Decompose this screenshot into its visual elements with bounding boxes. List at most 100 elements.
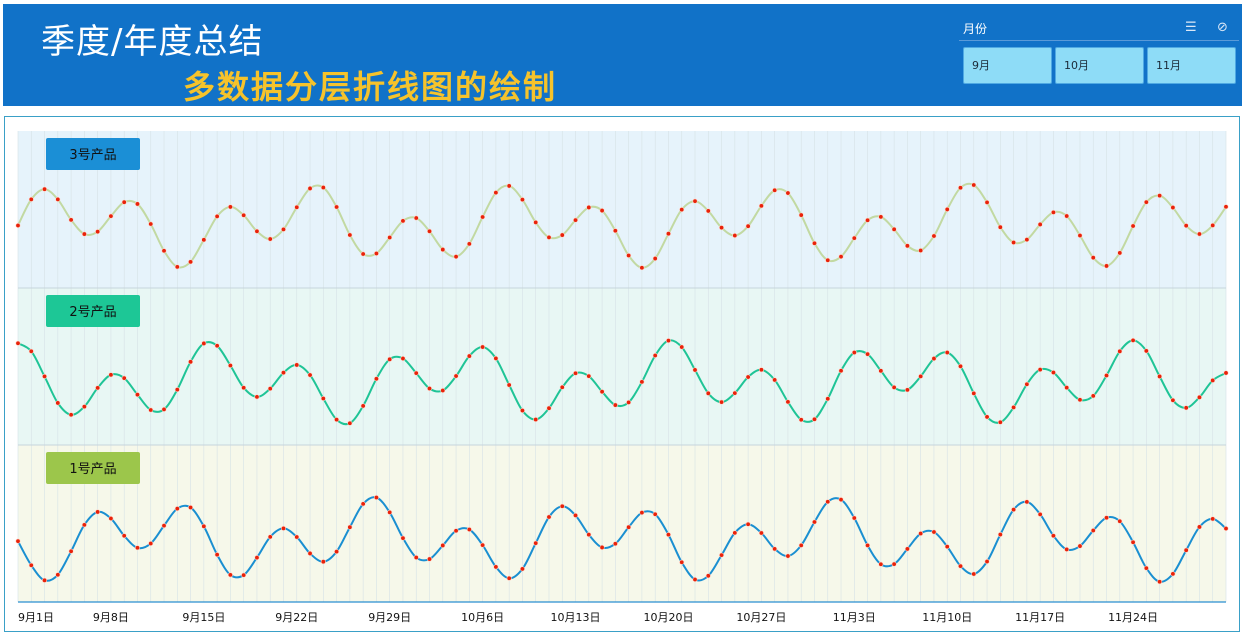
data-point [865, 542, 871, 548]
data-point [811, 416, 817, 422]
data-point [798, 212, 804, 218]
data-point [440, 542, 446, 548]
data-point [400, 535, 406, 541]
panel-band [18, 445, 1226, 602]
data-point [254, 394, 260, 400]
data-point [639, 379, 645, 385]
data-point [891, 561, 897, 567]
data-point [958, 363, 964, 369]
data-point [108, 515, 114, 521]
data-point [599, 544, 605, 550]
data-point [811, 519, 817, 525]
slicer-option-sep[interactable]: 9月 [963, 47, 1052, 84]
data-point [373, 495, 379, 501]
slicer-option-nov[interactable]: 11月 [1147, 47, 1236, 84]
data-point [148, 541, 154, 547]
panel-label-box [46, 138, 140, 170]
data-point [1050, 209, 1056, 215]
data-point [373, 250, 379, 256]
page-subtitle: 多数据分层折线图的绘制 [183, 68, 558, 106]
data-point [745, 374, 751, 380]
data-point [480, 214, 486, 220]
chart-plot: 9月1日 9月8日 9月15日 9月22日 9月29日 10月6日 10月13日 10月20日… [15, 131, 1229, 624]
data-point [227, 363, 233, 369]
data-point [42, 186, 48, 192]
data-point [1223, 204, 1229, 210]
data-point [785, 553, 791, 559]
data-point [599, 389, 605, 395]
data-point [1223, 526, 1229, 532]
slicer-option-oct[interactable]: 10月 [1055, 47, 1144, 84]
data-point [148, 221, 154, 227]
data-point [692, 367, 698, 373]
data-point [334, 549, 340, 555]
data-point [294, 362, 300, 368]
data-point [732, 530, 738, 536]
data-point [798, 542, 804, 548]
data-point [241, 385, 247, 391]
data-point [134, 545, 140, 551]
data-point [1210, 222, 1216, 228]
panel-label: 3号产品 [69, 148, 116, 163]
data-point [1196, 524, 1202, 530]
data-point [480, 344, 486, 350]
data-point [519, 408, 525, 414]
data-point [878, 368, 884, 374]
data-point [480, 542, 486, 548]
data-point [267, 236, 273, 242]
multiselect-icon[interactable]: ☰ [1185, 20, 1197, 35]
data-point [68, 548, 74, 554]
data-point [745, 223, 751, 229]
data-point [546, 514, 552, 520]
data-point [931, 233, 937, 239]
data-point [214, 343, 220, 349]
panel-label-box [46, 295, 140, 327]
data-point [320, 185, 326, 191]
x-tick-label: 9月8日 [93, 611, 129, 624]
data-point [1104, 515, 1110, 521]
data-point [427, 386, 433, 392]
data-point [294, 204, 300, 210]
data-point [161, 523, 167, 529]
data-point [904, 243, 910, 249]
data-point [1117, 348, 1123, 354]
data-point [1117, 250, 1123, 256]
data-point [201, 523, 207, 529]
panel-band [18, 131, 1226, 288]
data-point [851, 235, 857, 241]
data-point [453, 373, 459, 379]
clear-filter-icon[interactable]: ⊘ [1217, 20, 1228, 35]
data-point [984, 414, 990, 420]
data-point [28, 562, 34, 568]
data-point [825, 499, 831, 505]
x-tick-label: 11月10日 [922, 611, 972, 624]
data-point [134, 201, 140, 207]
x-tick-label: 11月17日 [1015, 611, 1065, 624]
data-point [865, 351, 871, 357]
data-point [360, 251, 366, 257]
data-point [506, 183, 512, 189]
data-point [559, 232, 565, 238]
data-point [1064, 213, 1070, 219]
data-point [546, 405, 552, 411]
data-point [148, 407, 154, 413]
data-point [851, 515, 857, 521]
data-point [1196, 231, 1202, 237]
data-point [506, 382, 512, 388]
data-point [1157, 373, 1163, 379]
data-point [904, 387, 910, 393]
data-point [1210, 516, 1216, 522]
data-point [334, 204, 340, 210]
month-slicer: 月份 ☰ ⊘ 9月 10月 11月 [959, 18, 1239, 88]
data-point [453, 254, 459, 260]
data-point [1077, 543, 1083, 549]
data-point [1170, 397, 1176, 403]
data-point [108, 213, 114, 219]
x-tick-label: 9月15日 [182, 611, 225, 624]
data-point [705, 390, 711, 396]
x-tick-label: 10月20日 [643, 611, 693, 624]
data-point [347, 232, 353, 238]
data-point [705, 573, 711, 579]
data-point [626, 524, 632, 530]
data-point [1011, 239, 1017, 245]
